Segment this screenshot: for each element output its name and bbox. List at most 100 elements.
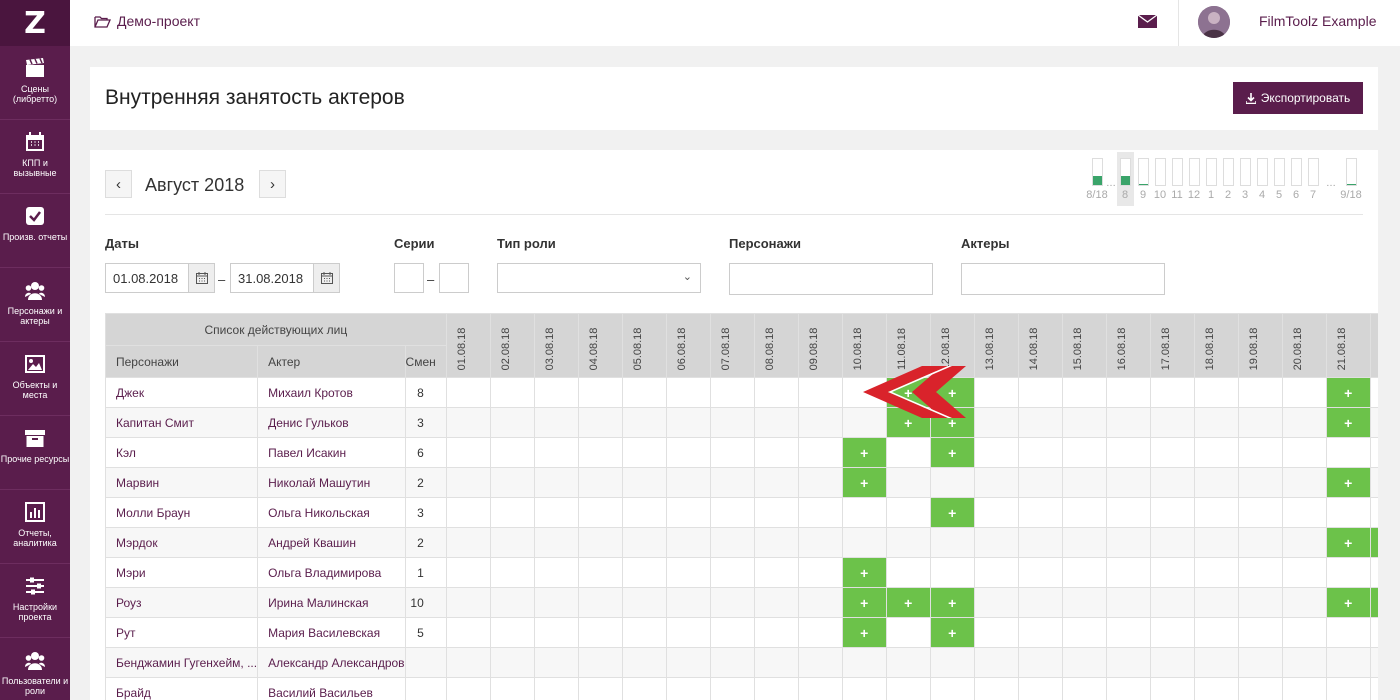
shift-cell[interactable]: [621, 557, 667, 588]
actor-cell[interactable]: Ирина Малинская: [257, 587, 406, 618]
shift-cell[interactable]: [1193, 527, 1239, 558]
shift-cell[interactable]: [1017, 437, 1063, 468]
shift-cell[interactable]: [1193, 617, 1239, 648]
sidebar-item-7[interactable]: Отчеты, аналитика: [0, 490, 70, 564]
envelope-icon[interactable]: [1137, 14, 1158, 34]
shift-cell[interactable]: [1281, 677, 1327, 700]
series-to-field[interactable]: [439, 263, 469, 293]
shift-cell[interactable]: [621, 647, 667, 678]
shift-cell[interactable]: [1193, 497, 1239, 528]
shift-cell[interactable]: [709, 407, 755, 438]
shift-cell[interactable]: [445, 677, 491, 700]
shift-cell[interactable]: [1017, 617, 1063, 648]
shift-cell-booked[interactable]: +: [841, 587, 887, 618]
shift-cell[interactable]: [445, 647, 491, 678]
shift-cell[interactable]: [665, 647, 711, 678]
shift-cell[interactable]: [1237, 677, 1283, 700]
character-cell[interactable]: Марвин: [104, 467, 259, 498]
shift-cell[interactable]: [1193, 467, 1239, 498]
shift-cell-booked[interactable]: +: [841, 617, 887, 648]
shift-cell[interactable]: [533, 377, 579, 408]
shift-cell[interactable]: [797, 617, 843, 648]
actor-cell[interactable]: Мария Василевская: [257, 617, 406, 648]
shift-cell[interactable]: [577, 557, 623, 588]
shift-cell[interactable]: [445, 617, 491, 648]
shift-cell[interactable]: [1061, 497, 1107, 528]
shift-cell[interactable]: [1325, 437, 1371, 468]
shift-cell[interactable]: [577, 407, 623, 438]
shift-cell[interactable]: [709, 587, 755, 618]
shift-cell[interactable]: [1061, 407, 1107, 438]
actor-cell[interactable]: Денис Гульков: [257, 407, 406, 438]
shift-cell[interactable]: [841, 497, 887, 528]
shift-cell[interactable]: [1017, 377, 1063, 408]
shift-cell[interactable]: [533, 467, 579, 498]
shift-cell[interactable]: [1369, 437, 1378, 468]
shift-cell[interactable]: [753, 647, 799, 678]
shift-cell[interactable]: [973, 587, 1019, 618]
shift-cell[interactable]: [489, 467, 535, 498]
shift-cell[interactable]: [533, 677, 579, 700]
shift-cell[interactable]: [753, 677, 799, 700]
shift-cell[interactable]: [489, 677, 535, 700]
month-bar[interactable]: [1172, 158, 1183, 186]
shift-cell[interactable]: [841, 527, 887, 558]
month-bar[interactable]: [1189, 158, 1200, 186]
shift-cell[interactable]: [533, 497, 579, 528]
role-type-select[interactable]: ⌄: [497, 263, 701, 293]
shift-cell[interactable]: [841, 407, 887, 438]
shift-cell[interactable]: [577, 527, 623, 558]
shift-cell[interactable]: [753, 377, 799, 408]
shift-cell[interactable]: [885, 677, 931, 700]
shift-cell[interactable]: [1149, 677, 1195, 700]
shift-cell[interactable]: [1237, 377, 1283, 408]
shift-cell[interactable]: [1325, 677, 1371, 700]
shift-cell[interactable]: [1369, 497, 1378, 528]
shift-cell[interactable]: [1281, 647, 1327, 678]
shift-cell[interactable]: [797, 647, 843, 678]
shift-cell-booked[interactable]: +: [1325, 467, 1371, 498]
sidebar-item-9[interactable]: Пользователи и роли: [0, 638, 70, 700]
shift-cell-booked[interactable]: +: [841, 437, 887, 468]
shift-cell[interactable]: [577, 497, 623, 528]
shift-cell[interactable]: [973, 557, 1019, 588]
shift-cell[interactable]: [1281, 377, 1327, 408]
shift-cell[interactable]: [709, 377, 755, 408]
shift-cell[interactable]: [1237, 617, 1283, 648]
shift-cell[interactable]: [1149, 437, 1195, 468]
shift-cell[interactable]: [1149, 647, 1195, 678]
shift-cell[interactable]: [1105, 647, 1151, 678]
shift-cell[interactable]: [1369, 377, 1378, 408]
month-bar[interactable]: [1223, 158, 1234, 186]
shift-cell[interactable]: [1193, 437, 1239, 468]
shift-cell[interactable]: [1237, 587, 1283, 618]
shift-cell[interactable]: [1061, 527, 1107, 558]
app-logo[interactable]: Z: [0, 0, 70, 46]
sidebar-item-2[interactable]: КПП и вызывные: [0, 120, 70, 194]
shift-cell[interactable]: [1017, 647, 1063, 678]
month-bar[interactable]: [1308, 158, 1319, 186]
date-to-field[interactable]: 31.08.2018: [230, 263, 340, 293]
shift-cell[interactable]: [445, 557, 491, 588]
shift-cell[interactable]: [1193, 677, 1239, 700]
shift-cell[interactable]: [885, 617, 931, 648]
shift-cell[interactable]: [929, 467, 975, 498]
sidebar-item-5[interactable]: Объекты и места: [0, 342, 70, 416]
shift-cell[interactable]: [797, 497, 843, 528]
shift-cell[interactable]: [1281, 557, 1327, 588]
shift-cell-booked[interactable]: +: [841, 467, 887, 498]
shift-cell[interactable]: [1061, 467, 1107, 498]
shift-cell[interactable]: [665, 617, 711, 648]
user-name[interactable]: FilmToolz Example: [1259, 13, 1377, 29]
shift-cell[interactable]: [1193, 407, 1239, 438]
shift-cell[interactable]: [621, 407, 667, 438]
shift-cell[interactable]: [489, 617, 535, 648]
shift-cell[interactable]: [797, 407, 843, 438]
shift-cell[interactable]: [841, 677, 887, 700]
shift-cell[interactable]: [621, 677, 667, 700]
shift-cell[interactable]: [665, 407, 711, 438]
shift-cell[interactable]: [445, 527, 491, 558]
shift-cell-booked[interactable]: +: [1325, 377, 1371, 408]
shift-cell[interactable]: [1281, 527, 1327, 558]
shift-cell[interactable]: [533, 557, 579, 588]
